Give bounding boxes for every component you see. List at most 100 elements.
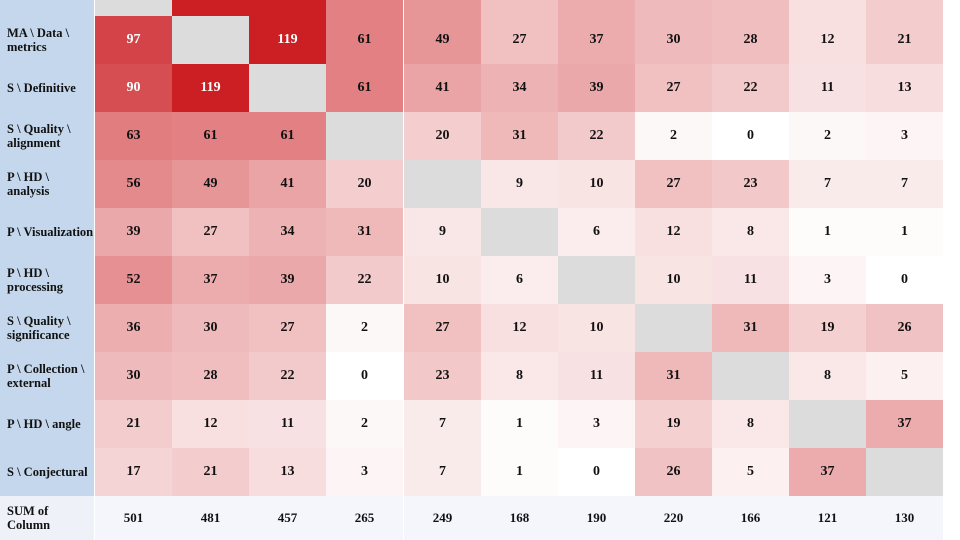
- heatmap-cell: 23: [712, 160, 789, 208]
- heatmap-cell: 10: [404, 256, 481, 304]
- heatmap-cell: 63: [95, 112, 172, 160]
- heatmap-cell-diagonal: [789, 400, 866, 448]
- heatmap-cell-diagonal: [635, 304, 712, 352]
- heatmap-cell: 7: [789, 160, 866, 208]
- row-label: P \ Visualization: [0, 208, 94, 256]
- heatmap-cell: 56: [95, 160, 172, 208]
- heatmap-cell: 119: [249, 16, 326, 64]
- heatmap-cell-partial: [558, 0, 635, 16]
- heatmap-cell: 10: [558, 160, 635, 208]
- heatmap-cell: 7: [404, 448, 481, 496]
- heatmap-cell: 0: [558, 448, 635, 496]
- heatmap-cell: 21: [95, 400, 172, 448]
- heatmap-cell: 49: [172, 160, 249, 208]
- heatmap-cell: 30: [172, 304, 249, 352]
- sum-cell: 130: [866, 496, 943, 540]
- row-label: S \ Conjectural: [0, 448, 94, 496]
- heatmap-cell: 39: [95, 208, 172, 256]
- heatmap-cell: 31: [481, 112, 558, 160]
- heatmap-cell-diagonal: [481, 208, 558, 256]
- heatmap-cell: 28: [172, 352, 249, 400]
- heatmap-cell: 8: [481, 352, 558, 400]
- heatmap-cell-diagonal: [326, 112, 403, 160]
- row-label: S \ Quality \ alignment: [0, 112, 94, 160]
- heatmap-cell: 0: [326, 352, 403, 400]
- heatmap-cell: 22: [712, 64, 789, 112]
- heatmap-cell: 61: [249, 112, 326, 160]
- heatmap-cell: 8: [712, 400, 789, 448]
- heatmap-cell: 119: [172, 64, 249, 112]
- heatmap-cell: 37: [789, 448, 866, 496]
- heatmap-cell: 19: [635, 400, 712, 448]
- heatmap-cell: 11: [558, 352, 635, 400]
- heatmap-cell: 2: [789, 112, 866, 160]
- heatmap-cell: 39: [249, 256, 326, 304]
- heatmap-cell-partial: [789, 0, 866, 16]
- heatmap-cell-diagonal: [249, 64, 326, 112]
- heatmap-cell: 11: [712, 256, 789, 304]
- row-label-partial: [0, 0, 94, 16]
- heatmap-cell: 90: [95, 64, 172, 112]
- heatmap-cell-diagonal: [712, 352, 789, 400]
- heatmap-cell-partial: [481, 0, 558, 16]
- heatmap-cell-partial: [326, 0, 403, 16]
- heatmap-cell-partial: [404, 0, 481, 16]
- heatmap-cell: 37: [866, 400, 943, 448]
- heatmap-cell: 1: [866, 208, 943, 256]
- sum-cell: 481: [172, 496, 249, 540]
- heatmap-cell: 11: [249, 400, 326, 448]
- heatmap-cell: 34: [249, 208, 326, 256]
- heatmap-cell: 27: [172, 208, 249, 256]
- sum-cell: 220: [635, 496, 712, 540]
- heatmap-cell-diagonal: [172, 16, 249, 64]
- heatmap-cell: 12: [481, 304, 558, 352]
- heatmap-cell-partial: [172, 0, 249, 16]
- heatmap-cell: 3: [866, 112, 943, 160]
- heatmap-cell: 0: [866, 256, 943, 304]
- heatmap-cell-diagonal: [404, 160, 481, 208]
- heatmap-cell: 10: [558, 304, 635, 352]
- sum-row-label: SUM of Column: [0, 496, 94, 540]
- heatmap-cell: 26: [635, 448, 712, 496]
- heatmap-cell: 27: [635, 160, 712, 208]
- sum-cell: 121: [789, 496, 866, 540]
- heatmap-cell: 13: [249, 448, 326, 496]
- heatmap-cell: 37: [558, 16, 635, 64]
- heatmap-cell: 0: [712, 112, 789, 160]
- row-label: P \ HD \ angle: [0, 400, 94, 448]
- heatmap-cell: 30: [635, 16, 712, 64]
- heatmap-cell-partial: [635, 0, 712, 16]
- heatmap-cell-partial: [866, 0, 943, 16]
- heatmap-cell: 6: [558, 208, 635, 256]
- heatmap-cell: 6: [481, 256, 558, 304]
- heatmap-cell: 22: [558, 112, 635, 160]
- heatmap-cell: 31: [712, 304, 789, 352]
- heatmap-cell: 97: [95, 16, 172, 64]
- heatmap-cell: 30: [95, 352, 172, 400]
- heatmap-cell: 20: [326, 160, 403, 208]
- heatmap-cell: 3: [558, 400, 635, 448]
- heatmap-cell: 31: [326, 208, 403, 256]
- row-label: P \ HD \ analysis: [0, 160, 94, 208]
- heatmap-cell: 49: [404, 16, 481, 64]
- heatmap-cell: 52: [95, 256, 172, 304]
- heatmap-cell: 41: [404, 64, 481, 112]
- sum-cell: 249: [404, 496, 481, 540]
- heatmap-cell-diagonal: [866, 448, 943, 496]
- sum-cell: 168: [481, 496, 558, 540]
- heatmap-cell: 3: [326, 448, 403, 496]
- row-label: S \ Definitive: [0, 64, 94, 112]
- sum-cell: 457: [249, 496, 326, 540]
- heatmap-cell: 2: [635, 112, 712, 160]
- heatmap-cell-partial: [95, 0, 172, 16]
- heatmap-cell: 11: [789, 64, 866, 112]
- heatmap-cell: 9: [404, 208, 481, 256]
- heatmap-cell: 12: [172, 400, 249, 448]
- heatmap-cell: 26: [866, 304, 943, 352]
- row-label: S \ Quality \ significance: [0, 304, 94, 352]
- heatmap-cell: 20: [404, 112, 481, 160]
- heatmap-cell: 27: [249, 304, 326, 352]
- sum-cell: 190: [558, 496, 635, 540]
- heatmap-cell: 39: [558, 64, 635, 112]
